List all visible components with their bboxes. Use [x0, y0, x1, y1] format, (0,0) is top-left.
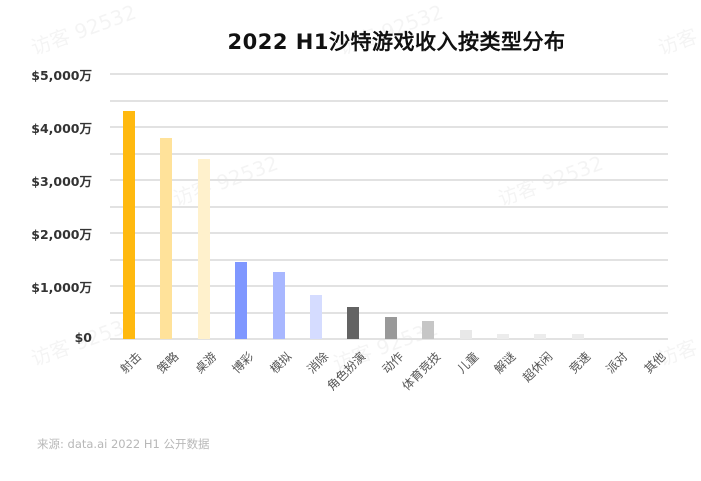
bar-消除: [310, 295, 322, 339]
x-tick-label: 竞速: [566, 349, 594, 377]
x-tick-label: 博彩: [229, 349, 257, 377]
bar-策略: [160, 137, 173, 339]
gridline: [110, 258, 668, 261]
chart-title: 2022 H1沙特游戏收入按类型分布: [227, 30, 566, 54]
x-tick-label: 解谜: [491, 349, 519, 377]
x-tick-label: 派对: [603, 349, 631, 377]
bar-竞速: [571, 333, 584, 339]
gridline: [110, 338, 668, 340]
bar-解谜: [497, 333, 509, 339]
x-tick-label: 体育竞技: [399, 349, 444, 394]
bar-模拟: [272, 272, 285, 339]
bar-射击: [123, 111, 135, 339]
y-tick-label: $2,000万: [31, 227, 92, 242]
y-tick-label: $3,000万: [31, 174, 92, 189]
bar-桌游: [197, 158, 210, 339]
x-tick-label: 模拟: [267, 349, 294, 377]
gridline: [110, 311, 668, 314]
bar-博彩: [235, 262, 248, 339]
gridline: [110, 179, 668, 181]
bar-动作: [384, 316, 397, 339]
x-tick-label: 消除: [304, 349, 332, 377]
x-tick-label: 桌游: [192, 349, 220, 377]
x-tick-label: 策略: [154, 349, 182, 377]
source-note: 来源: data.ai 2022 H1 公开数据: [37, 437, 210, 451]
y-tick-label: $4,000万: [31, 121, 92, 136]
y-tick-label: $5,000万: [31, 68, 92, 83]
x-tick-label: 射击: [117, 349, 145, 377]
bar-体育竞技: [422, 320, 435, 339]
y-tick-label: $0: [74, 330, 92, 345]
gridline: [110, 285, 668, 287]
gridline: [110, 99, 668, 102]
y-tick-label: $1,000万: [31, 280, 92, 295]
bar-儿童: [459, 329, 472, 339]
gridline: [110, 73, 668, 75]
gridline: [110, 152, 668, 155]
gridline: [110, 232, 668, 234]
bar-超休闲: [534, 333, 547, 339]
bar-角色扮演: [347, 307, 360, 339]
gridline: [110, 205, 668, 208]
gridline: [110, 126, 668, 128]
x-tick-label: 儿童: [454, 349, 481, 377]
x-tick-label: 超休闲: [520, 349, 556, 385]
